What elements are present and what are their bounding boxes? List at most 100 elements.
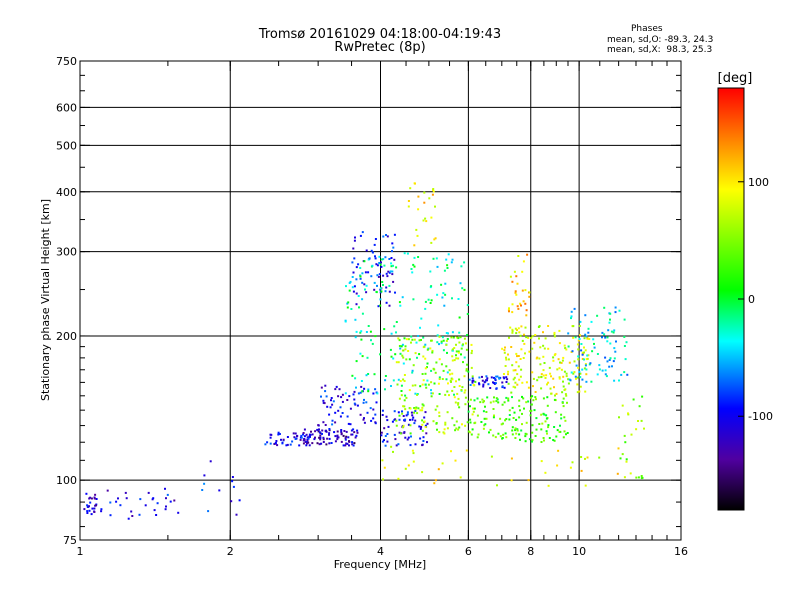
data-point: [339, 406, 342, 409]
data-point: [553, 398, 556, 401]
data-point: [546, 396, 549, 399]
data-point: [564, 347, 567, 350]
data-point: [525, 336, 528, 339]
data-point: [548, 437, 551, 439]
data-point: [519, 302, 522, 305]
data-point: [165, 497, 167, 500]
data-point: [471, 375, 474, 378]
data-point: [357, 295, 360, 297]
data-point: [321, 429, 324, 432]
data-point: [366, 411, 369, 414]
data-point: [478, 376, 481, 379]
data-point: [440, 363, 443, 366]
data-point: [530, 440, 533, 443]
data-point: [419, 409, 422, 412]
data-point: [430, 395, 433, 398]
data-point: [359, 331, 362, 334]
data-point: [521, 395, 523, 398]
data-point: [518, 331, 521, 334]
data-point: [292, 432, 295, 435]
data-point: [585, 373, 588, 376]
data-point: [466, 421, 469, 424]
data-point: [528, 295, 531, 298]
data-point: [282, 438, 285, 441]
data-point: [351, 276, 354, 278]
data-point: [451, 331, 454, 334]
data-point: [554, 411, 557, 414]
data-point: [519, 334, 522, 337]
data-point: [401, 354, 404, 357]
data-point: [469, 398, 472, 401]
data-point: [508, 310, 510, 313]
data-point: [424, 307, 427, 310]
data-point: [390, 265, 393, 268]
data-point: [353, 239, 356, 242]
data-point: [401, 410, 403, 413]
data-point: [444, 282, 447, 285]
data-point: [354, 377, 357, 380]
data-point: [355, 266, 358, 269]
data-point: [414, 392, 417, 395]
data-point: [562, 385, 565, 388]
grid-lines: [80, 61, 681, 540]
data-point: [416, 412, 419, 415]
data-point: [472, 379, 475, 382]
data-point: [446, 264, 449, 267]
data-point: [580, 349, 583, 352]
data-point: [558, 376, 561, 379]
data-point: [434, 237, 437, 240]
data-point: [562, 405, 565, 408]
data-point: [539, 363, 542, 366]
data-point: [358, 306, 360, 309]
data-point: [483, 381, 486, 384]
data-point: [507, 353, 509, 356]
data-point: [516, 282, 519, 285]
data-point: [349, 423, 352, 426]
data-point: [577, 339, 580, 342]
data-point: [442, 349, 445, 352]
data-point: [361, 281, 364, 284]
data-point: [448, 369, 451, 372]
data-point: [319, 434, 322, 437]
data-point: [584, 314, 587, 317]
data-point: [505, 396, 508, 399]
data-point: [139, 498, 142, 501]
phases-mean-o: mean, sd,O: -89.3, 24.3: [607, 35, 714, 45]
data-point: [441, 336, 444, 339]
data-point: [95, 504, 97, 507]
data-point: [467, 400, 470, 403]
data-point: [571, 461, 574, 464]
data-point: [270, 433, 273, 436]
data-point: [515, 432, 518, 435]
data-point: [348, 282, 351, 284]
data-point: [391, 250, 393, 253]
data-point: [632, 398, 635, 401]
data-point: [443, 432, 446, 435]
data-point: [398, 414, 401, 417]
data-point: [371, 251, 374, 254]
data-point: [361, 272, 364, 275]
data-point: [525, 381, 528, 384]
data-point: [416, 393, 419, 396]
data-point: [455, 380, 457, 383]
data-point: [613, 329, 616, 332]
data-point: [518, 399, 521, 402]
data-point: [553, 439, 556, 442]
data-point: [316, 442, 319, 445]
data-point: [525, 314, 528, 317]
data-point: [535, 398, 537, 401]
data-point: [624, 441, 627, 444]
data-point: [507, 399, 510, 402]
data-point: [364, 288, 366, 291]
data-point: [547, 347, 550, 350]
data-point: [461, 386, 464, 389]
data-point: [435, 361, 438, 364]
data-point: [420, 317, 423, 320]
data-point: [319, 438, 322, 441]
data-point: [532, 399, 535, 402]
data-point: [385, 415, 388, 418]
data-point: [413, 256, 416, 259]
data-point: [583, 358, 585, 361]
data-point: [427, 383, 430, 386]
data-point: [458, 341, 461, 344]
